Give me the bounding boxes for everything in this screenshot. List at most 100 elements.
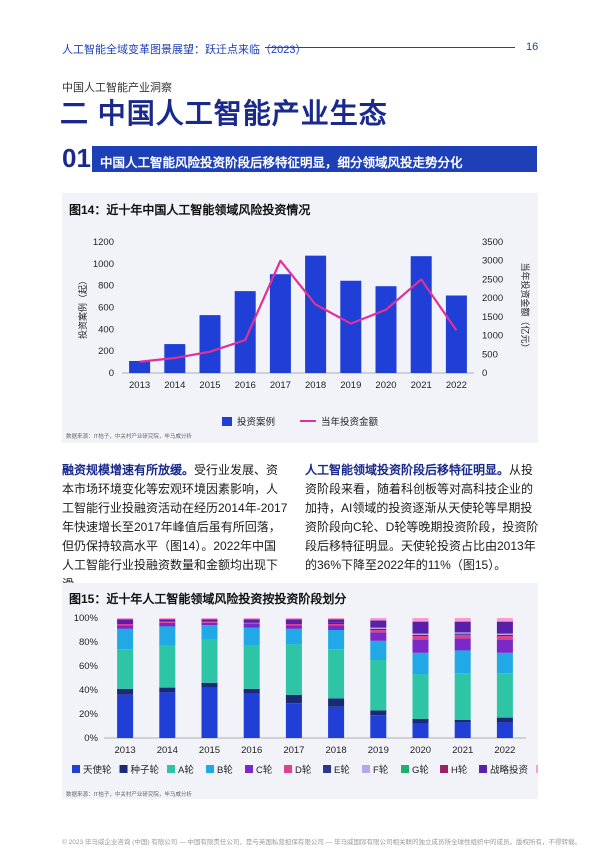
paragraph-left-lead: 融资规模增速有所放缓。 xyxy=(62,463,195,477)
stack-segment xyxy=(243,688,260,694)
stack-segment xyxy=(328,618,345,620)
stack-segment xyxy=(285,619,302,624)
stack-segment xyxy=(201,682,218,688)
x-tick-label: 2021 xyxy=(452,745,473,756)
x-tick-label: 2017 xyxy=(283,745,304,756)
stack-segment xyxy=(412,723,429,738)
stack-segment xyxy=(328,619,345,623)
stack-segment xyxy=(370,618,387,621)
y-tick-label: 40% xyxy=(79,685,99,696)
stack-segment xyxy=(328,706,345,738)
stack-segment xyxy=(285,703,302,738)
y-tick-label: 1000 xyxy=(93,259,114,270)
stack-segment xyxy=(159,626,176,646)
page-number: 16 xyxy=(526,41,539,53)
paragraph-right-body: 从投资阶段来看，随着科创板等对高科技企业的加持，AI领域的投资逐渐从天使轮等早期… xyxy=(305,463,539,572)
stack-segment xyxy=(285,694,302,704)
page-title: 二 中国人工智能产业生态 xyxy=(60,98,388,129)
stack-segment xyxy=(454,634,471,639)
stack-segment xyxy=(285,618,302,620)
stack-segment xyxy=(454,720,471,723)
figure15-title: 图15：近十年人工智能领域风险投资按投资阶段划分 xyxy=(69,592,347,606)
stack-segment xyxy=(201,619,218,622)
paragraph-right-lead: 人工智能领域投资阶段后移特征明显。 xyxy=(305,463,510,477)
stack-segment xyxy=(454,632,471,634)
stack-segment xyxy=(328,624,345,626)
x-tick-label: 2013 xyxy=(129,380,150,391)
stack-segment xyxy=(454,722,471,738)
stack-segment xyxy=(117,618,134,620)
stack-segment xyxy=(201,618,218,620)
legend-label: A轮 xyxy=(178,764,194,776)
stack-segment xyxy=(370,710,387,716)
stack-segment xyxy=(496,633,513,635)
legend-swatch xyxy=(206,765,215,773)
stack-segment xyxy=(243,627,260,646)
bar-investment-cases xyxy=(340,280,362,373)
stack-segment xyxy=(412,618,429,622)
y2-tick-label: 3000 xyxy=(482,256,503,267)
x-tick-label: 2017 xyxy=(270,380,291,391)
stack-segment xyxy=(285,624,302,626)
stack-segment xyxy=(159,619,176,622)
stack-segment xyxy=(496,673,513,718)
stack-segment xyxy=(496,722,513,738)
stack-segment xyxy=(243,619,260,623)
legend-label: 战略投资 xyxy=(490,764,529,776)
figure14-title: 图14：近十年中国人工智能领域风险投资情况 xyxy=(69,203,311,217)
legend-label-bars: 投资案例 xyxy=(237,416,275,428)
x-tick-label: 2016 xyxy=(241,745,262,756)
legend-label: E轮 xyxy=(334,764,350,776)
stack-segment xyxy=(370,632,387,641)
x-tick-label: 2015 xyxy=(199,380,220,391)
y-tick-label: 0% xyxy=(84,733,98,744)
legend-label: G轮 xyxy=(412,764,429,776)
y-tick-label: 200 xyxy=(98,346,114,357)
stack-segment xyxy=(370,620,387,628)
stack-segment xyxy=(243,645,260,689)
y-tick-label: 60% xyxy=(79,661,99,672)
section-banner xyxy=(92,146,537,172)
stack-segment xyxy=(454,650,471,674)
x-tick-label: 2014 xyxy=(157,745,178,756)
footer-copyright: © 2023 毕马威企业咨询 (中国) 有限公司 — 中国有限责任公司，是与英国… xyxy=(62,839,582,846)
y-tick-label: 20% xyxy=(79,709,99,720)
stack-segment xyxy=(285,625,302,629)
stack-segment xyxy=(159,687,176,693)
y2-tick-label: 3500 xyxy=(482,237,503,248)
x-tick-label: 2013 xyxy=(115,745,136,756)
stack-segment xyxy=(159,618,176,620)
legend-swatch xyxy=(440,765,449,773)
stack-segment xyxy=(159,645,176,688)
x-tick-label: 2020 xyxy=(375,380,396,391)
stack-segment xyxy=(117,688,134,695)
paragraph-left: 融资规模增速有所放缓。受行业发展、资本市场环境变化等宏观环境因素影响，人工智能行… xyxy=(62,461,288,594)
x-tick-label: 2022 xyxy=(446,380,467,391)
stack-segment xyxy=(496,621,513,634)
stack-segment xyxy=(285,644,302,695)
stack-segment xyxy=(243,622,260,624)
stack-segment xyxy=(117,628,134,650)
y2-tick-label: 1500 xyxy=(482,312,503,323)
x-tick-label: 2022 xyxy=(494,745,515,756)
x-tick-label: 2020 xyxy=(410,745,431,756)
stack-segment xyxy=(412,634,429,636)
figure14-chart: 0 200 400 600 800 1000 1200 0 500 1000 1500 2000 250… xyxy=(77,237,531,428)
x-tick-label: 2014 xyxy=(164,380,185,391)
stack-segment xyxy=(454,638,471,651)
legend-swatch xyxy=(72,765,80,773)
stack-segment xyxy=(370,715,387,738)
bar-investment-cases xyxy=(269,274,291,373)
legend-swatch xyxy=(479,765,488,773)
stack-segment xyxy=(370,660,387,711)
legend-label: D轮 xyxy=(295,764,312,776)
x-tick-label: 2019 xyxy=(340,380,361,391)
y-tick-label: 600 xyxy=(98,303,114,314)
y-axis-title: 投资案例（起） xyxy=(77,276,88,339)
y2-axis-title: 当年投资金额（亿元） xyxy=(520,262,531,352)
legend-swatch xyxy=(167,765,176,773)
header-title: 人工智能全域变革图景展望：跃迁点来临（2023） xyxy=(62,44,307,56)
legend-label: B轮 xyxy=(217,764,233,776)
legend-swatch xyxy=(284,765,293,773)
stack-segment xyxy=(201,622,218,626)
